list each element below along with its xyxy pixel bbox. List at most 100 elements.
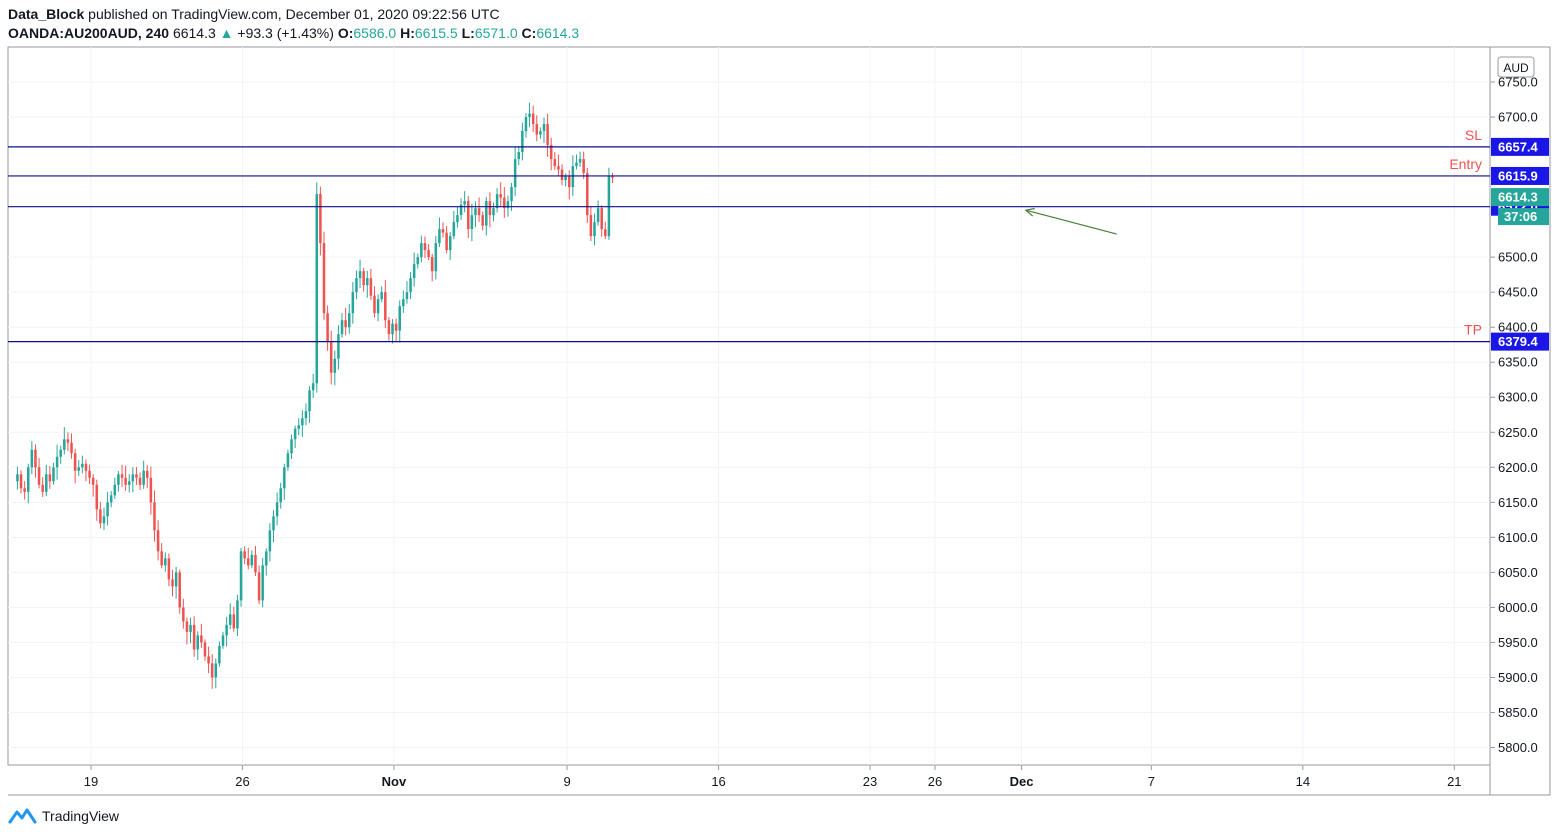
- candle-body: [102, 516, 106, 524]
- candle-body: [466, 201, 470, 230]
- candle-body: [232, 614, 236, 629]
- candle-body: [430, 257, 434, 272]
- candle-body: [99, 509, 102, 524]
- y-tick-label: 5950.0: [1498, 635, 1538, 650]
- ohlc-legend: OANDA:AU200AUD, 240 6614.3 ▲ +93.3 (+1.4…: [8, 25, 579, 41]
- chart-pane: [7, 46, 1491, 766]
- candle-body: [225, 624, 228, 636]
- candle-body: [243, 551, 246, 559]
- candle-body: [445, 232, 448, 251]
- candle-body: [459, 204, 463, 216]
- candle-body: [48, 474, 52, 482]
- footer-brand[interactable]: TradingView: [8, 808, 119, 824]
- y-tick-label: 5900.0: [1498, 670, 1538, 685]
- candle-body: [593, 222, 596, 237]
- candle-body: [182, 607, 185, 622]
- candle-body: [297, 425, 301, 429]
- candle-body: [441, 229, 445, 233]
- last-price-label: 6614.3: [1498, 190, 1538, 205]
- candle-body: [387, 320, 391, 335]
- candle-body: [261, 565, 264, 601]
- candle-body: [528, 113, 531, 118]
- candle-body: [578, 159, 582, 163]
- candle-body: [513, 159, 517, 188]
- candle-body: [539, 131, 542, 135]
- low-label: L:: [461, 25, 475, 41]
- candle-body: [405, 292, 409, 300]
- candle-body: [70, 442, 73, 454]
- candle-body: [26, 467, 30, 492]
- candle-body: [84, 463, 88, 471]
- candle-body: [178, 572, 181, 608]
- price-badge-label-sl: 6657.4: [1498, 139, 1539, 154]
- y-tick-label: 6450.0: [1498, 285, 1538, 300]
- published-text: published on TradingView.com, December 0…: [88, 6, 500, 22]
- candle-body: [391, 323, 394, 335]
- candle-body: [427, 250, 430, 258]
- level-label-tp: TP: [1464, 322, 1482, 338]
- candle-body: [329, 341, 333, 373]
- candle-body: [546, 124, 549, 146]
- candle-body: [380, 292, 383, 300]
- brand-name: TradingView: [42, 808, 120, 824]
- candle-body: [340, 320, 344, 335]
- y-tick-label: 6200.0: [1498, 460, 1538, 475]
- candle-body: [326, 313, 329, 342]
- candle-body: [250, 554, 254, 566]
- candle-body: [34, 449, 37, 468]
- author-name[interactable]: Data_Block: [8, 6, 85, 22]
- candle-body: [492, 208, 495, 216]
- candle-body: [586, 173, 589, 216]
- candle-body: [301, 418, 304, 426]
- candle-body: [41, 484, 44, 492]
- candle-body: [239, 551, 243, 601]
- candle-body: [311, 383, 315, 391]
- candle-body: [611, 176, 614, 178]
- countdown-label: 37:06: [1504, 209, 1537, 224]
- candle-body: [470, 215, 474, 230]
- candle-body: [66, 439, 70, 443]
- candle-body: [124, 477, 127, 485]
- candle-body: [474, 208, 477, 216]
- x-tick-label: 19: [84, 774, 98, 789]
- candle-body: [257, 572, 261, 601]
- open-value: 6586.0: [353, 25, 397, 41]
- price-badge-label-entry: 6615.9: [1498, 168, 1538, 183]
- candle-body: [160, 551, 163, 566]
- candle-body: [499, 194, 502, 198]
- low-value: 6571.0: [474, 25, 518, 41]
- candle-body: [434, 243, 438, 272]
- candle-body: [142, 470, 145, 485]
- symbol-label[interactable]: OANDA:AU200AUD, 240: [8, 25, 170, 41]
- level-label-sl: SL: [1465, 127, 1482, 143]
- level-label-entry: Entry: [1449, 156, 1482, 172]
- candle-body: [423, 243, 427, 251]
- change-value: +93.3 (+1.43%): [237, 25, 334, 41]
- y-tick-label: 6300.0: [1498, 390, 1538, 405]
- publication-info: Data_Block published on TradingView.com,…: [8, 6, 500, 22]
- candle-body: [456, 215, 459, 223]
- candle-body: [582, 159, 585, 174]
- candle-body: [448, 236, 452, 251]
- candle-body: [351, 292, 355, 314]
- candle-body: [171, 579, 174, 587]
- y-tick-label: 6100.0: [1498, 530, 1538, 545]
- candle-body: [283, 467, 286, 489]
- candle-body: [495, 194, 499, 209]
- candle-body: [524, 117, 528, 132]
- candle-body: [120, 474, 124, 478]
- y-tick-label: 6000.0: [1498, 600, 1538, 615]
- candle-body: [189, 624, 192, 632]
- candle-body: [315, 194, 319, 384]
- candle-body: [95, 484, 99, 510]
- candle-body: [596, 208, 600, 223]
- candle-body: [59, 449, 62, 457]
- annotation-arrow-head: [1024, 207, 1035, 217]
- currency-label: AUD: [1503, 61, 1529, 75]
- close-value: 6614.3: [536, 25, 580, 41]
- tradingview-logo-icon: [8, 808, 37, 824]
- last-price: 6614.3: [172, 25, 216, 41]
- candle-body: [113, 484, 117, 496]
- candle-body: [192, 624, 196, 650]
